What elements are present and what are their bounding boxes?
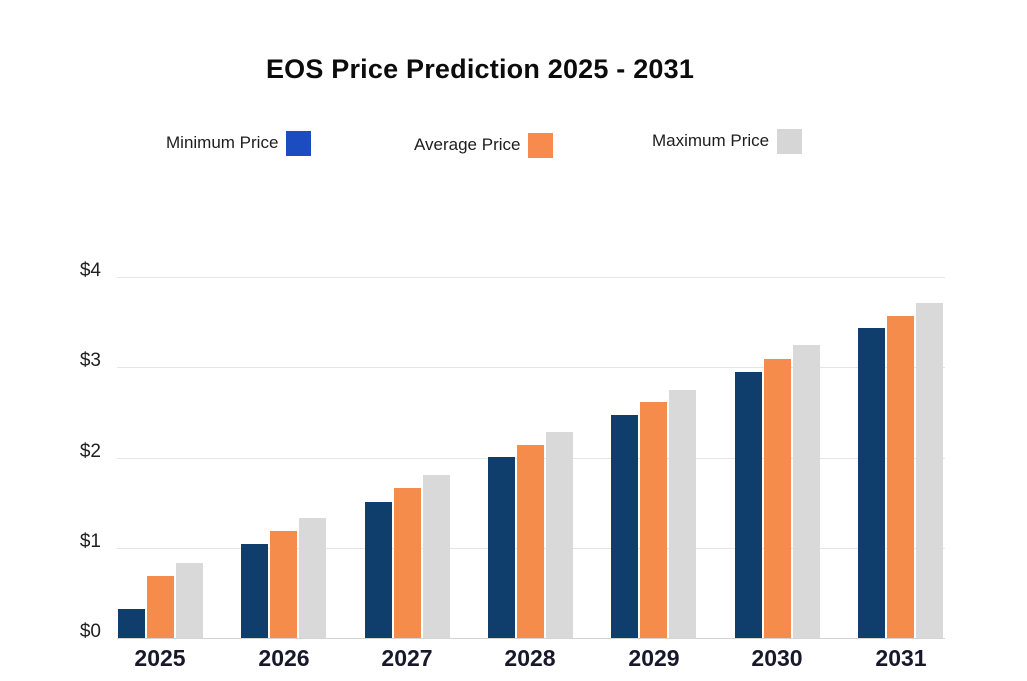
- bar-maximum-price-2026: [299, 518, 326, 638]
- y-axis-tick-labels: $0 $1 $2 $3 $4: [40, 0, 101, 681]
- bar-maximum-price-2027: [423, 475, 450, 638]
- bar-minimum-price-2028: [488, 457, 515, 638]
- bar-average-price-2030: [764, 359, 791, 638]
- gridline-4: [117, 277, 945, 278]
- chart-title: EOS Price Prediction 2025 - 2031: [265, 54, 695, 84]
- bar-minimum-price-2025: [118, 609, 145, 638]
- y-tick-label-0: $0: [79, 621, 101, 643]
- x-tick-label-2031: 2031: [875, 645, 927, 671]
- y-tick-label-2: $2: [79, 440, 101, 462]
- legend-label-maximum-price: Maximum Price: [652, 131, 770, 150]
- bar-minimum-price-2030: [735, 372, 762, 638]
- x-axis-tick-labels: 2025 2026 2027 2028 2029 2030 2031: [117, 645, 945, 675]
- x-tick-label-2027: 2027: [381, 645, 433, 671]
- bar-minimum-price-2029: [611, 415, 638, 638]
- bar-maximum-price-2031: [916, 303, 943, 638]
- plot-area: [117, 277, 945, 639]
- x-tick-label-2026: 2026: [258, 645, 310, 671]
- bar-average-price-2031: [887, 316, 914, 638]
- bar-maximum-price-2025: [176, 563, 203, 638]
- x-tick-label-2029: 2029: [628, 645, 680, 671]
- bar-maximum-price-2029: [669, 390, 696, 638]
- legend-swatch-minimum-price: [286, 130, 312, 156]
- y-tick-label-4: $4: [79, 260, 101, 281]
- bar-average-price-2026: [270, 531, 297, 638]
- gridline-0: [117, 638, 945, 639]
- y-tick-label-1: $1: [79, 530, 101, 552]
- legend-swatch-maximum-price: [777, 128, 803, 154]
- bar-maximum-price-2030: [793, 345, 820, 638]
- x-tick-label-2028: 2028: [504, 645, 556, 671]
- bar-average-price-2025: [147, 576, 174, 638]
- legend: Minimum Price Average Price Maximum Pric…: [0, 127, 1027, 159]
- bar-average-price-2027: [394, 488, 421, 638]
- bar-minimum-price-2031: [858, 328, 885, 638]
- x-tick-label-2030: 2030: [751, 645, 803, 671]
- bar-minimum-price-2027: [365, 502, 392, 638]
- bar-average-price-2029: [640, 402, 667, 638]
- gridline-3: [117, 367, 945, 368]
- legend-swatch-average-price: [528, 132, 554, 158]
- bar-maximum-price-2028: [546, 432, 573, 638]
- y-tick-label-3: $3: [79, 350, 101, 372]
- bar-average-price-2028: [517, 445, 544, 638]
- legend-item-minimum-price: Minimum Price: [166, 129, 312, 157]
- legend-item-maximum-price: Maximum Price: [652, 127, 803, 155]
- legend-label-average-price: Average Price: [414, 135, 521, 154]
- legend-item-average-price: Average Price: [414, 131, 554, 159]
- legend-label-minimum-price: Minimum Price: [166, 133, 279, 152]
- bar-minimum-price-2026: [241, 544, 268, 638]
- x-tick-label-2025: 2025: [134, 645, 186, 671]
